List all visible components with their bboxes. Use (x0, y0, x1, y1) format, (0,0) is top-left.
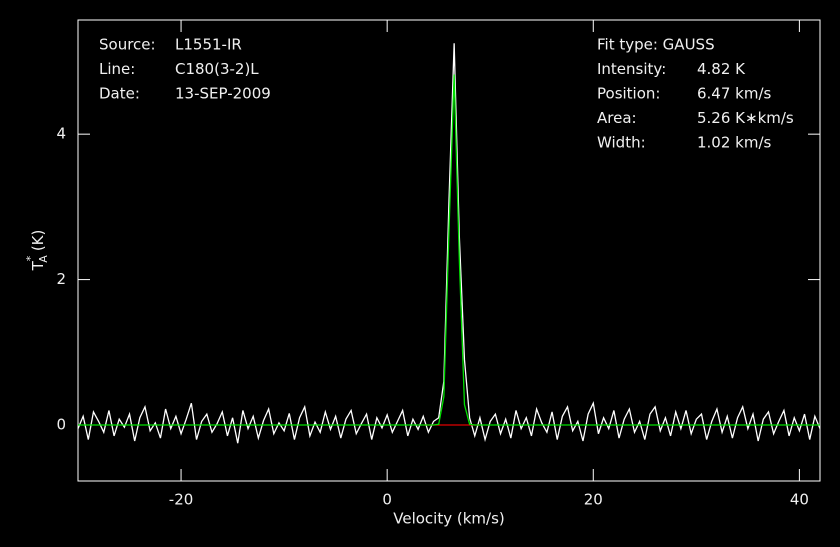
fit-label: Width: (597, 134, 646, 152)
y-tick-label: 0 (56, 416, 66, 434)
x-tick-label: 20 (584, 491, 603, 509)
fit-label: Area: (597, 109, 637, 127)
fit-value: 6.47 km/s (697, 85, 772, 103)
spectrum-line (78, 74, 820, 426)
info-value: 13-SEP-2009 (175, 85, 271, 103)
y-axis-label: T*A (K) (24, 230, 50, 272)
y-tick-label: 4 (56, 125, 66, 143)
spectrum-line (77, 43, 821, 444)
fit-label: Position: (597, 85, 660, 103)
fit-value: 1.02 km/s (697, 134, 772, 152)
fit-title: Fit type: GAUSS (597, 36, 715, 54)
info-value: C180(3-2)L (175, 60, 259, 78)
x-tick-label: 40 (790, 491, 809, 509)
info-label: Date: (99, 85, 140, 103)
x-tick-label: -20 (169, 491, 194, 509)
fit-label: Intensity: (597, 60, 666, 78)
y-label-unit: (K) (29, 230, 47, 252)
plot-frame (77, 19, 821, 482)
y-label-sub: A (37, 255, 50, 263)
fit-value: 5.26 K∗km/s (697, 109, 794, 127)
x-axis-label: Velocity (km/s) (393, 510, 504, 528)
fit-value: 4.82 K (697, 60, 746, 78)
info-label: Line: (99, 60, 135, 78)
y-label-symbol: T (29, 260, 47, 271)
y-tick-label: 2 (56, 270, 66, 288)
info-value: L1551-IR (175, 36, 242, 54)
y-label-sup: * (24, 255, 37, 261)
info-label: Source: (99, 36, 156, 54)
x-tick-label: 0 (382, 491, 392, 509)
